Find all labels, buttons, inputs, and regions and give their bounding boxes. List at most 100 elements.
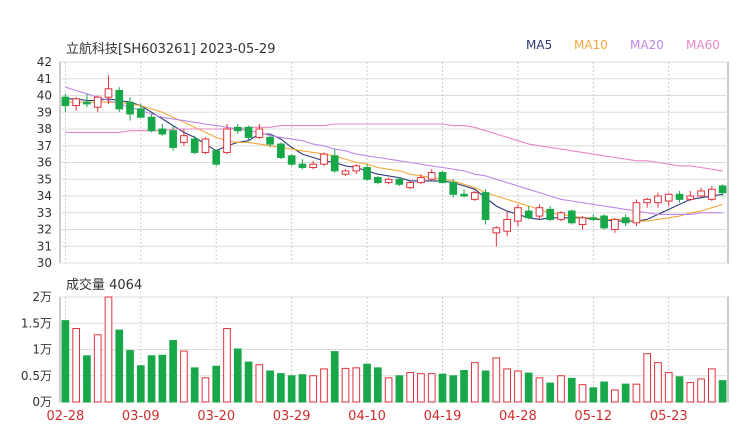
candle-body [255, 128, 264, 138]
candle-body [363, 167, 371, 180]
volume-bar [578, 384, 587, 403]
candle-body [126, 101, 134, 115]
date-tick-label: 02-28 [46, 409, 84, 424]
date-tick-label: 03-29 [273, 409, 311, 424]
candle-body [298, 163, 307, 169]
candle-body [481, 192, 490, 220]
date-tick-label: 04-19 [424, 409, 462, 424]
candle-body [309, 163, 318, 169]
volume-bar [707, 368, 716, 403]
date-axis: 02-28 03-09 03-20 03-29 04-10 04-19 04-28 05-12… [46, 409, 687, 424]
candle-body [449, 182, 458, 195]
price-grid [59, 61, 729, 402]
date-tick-label: 04-10 [348, 409, 386, 424]
legend-ma10-label: MA10 [574, 38, 608, 52]
candle-body [212, 150, 221, 165]
candle-body [632, 202, 641, 224]
volume-bar [93, 334, 102, 403]
ma-line-ma20 [65, 86, 723, 215]
volume-bar [395, 375, 404, 403]
candle-body [643, 198, 652, 204]
candle-body [460, 193, 468, 197]
volume-bar [147, 355, 156, 403]
candle-body [93, 96, 102, 108]
date-tick-label: 05-23 [650, 409, 688, 424]
legend-ma5-label: MA5 [526, 38, 553, 52]
volume-bar [212, 365, 221, 403]
date-tick-label: 04-28 [499, 409, 537, 424]
volume-bar [470, 362, 479, 403]
volume-bar [201, 377, 210, 403]
volume-tick-label: 1万 [32, 343, 52, 357]
date-tick-label: 05-12 [574, 409, 612, 424]
volume-bar [697, 378, 705, 403]
volume-tick-label: 1.5万 [21, 316, 52, 330]
candle-body [352, 165, 361, 172]
candle-body [492, 227, 501, 234]
volume-bar [514, 370, 522, 403]
candle-body [61, 96, 70, 107]
candle-body [190, 138, 199, 153]
price-tick-label: 40 [37, 89, 52, 103]
candle-body [664, 193, 673, 202]
candle-body [557, 212, 565, 220]
candle-body [535, 207, 544, 217]
volume-bar [718, 380, 727, 403]
chart-title: 立航科技[SH603261] 2023-05-29 [66, 42, 276, 57]
price-axis: 30 31 32 33 34 35 36 37 38 39 40 41 42 [37, 55, 52, 270]
candle-body [600, 215, 608, 229]
volume-bar [126, 350, 134, 403]
volume-bar [524, 372, 533, 403]
candle-body [621, 217, 630, 224]
price-tick-label: 35 [37, 172, 52, 186]
volume-bar [330, 351, 339, 403]
candle-body [438, 172, 447, 184]
volume-bar [589, 387, 598, 403]
volume-bar [277, 373, 285, 403]
candle-body [277, 143, 285, 158]
price-tick-label: 42 [37, 55, 52, 69]
volume-bar [180, 350, 188, 403]
candle-body [233, 126, 242, 132]
legend-ma20-label: MA20 [630, 38, 664, 52]
volume-bar [190, 367, 199, 403]
candle-body [201, 138, 210, 153]
volume-bar [352, 367, 361, 403]
price-tick-label: 32 [37, 223, 52, 237]
volume-bar [438, 373, 447, 403]
candle-body [686, 195, 695, 200]
volume-axis: 0万 0.5万 1万 1.5万 2万 [21, 290, 52, 409]
price-tick-label: 30 [37, 256, 52, 270]
candle-body [524, 210, 533, 219]
candle-body [546, 208, 555, 220]
price-tick-label: 37 [37, 139, 52, 153]
volume-bar [481, 370, 490, 403]
price-tick-label: 38 [37, 122, 52, 136]
candle-body [72, 98, 81, 107]
volume-bar [287, 375, 296, 403]
candle-body [567, 210, 576, 224]
volume-bar [492, 357, 501, 403]
volume-bar [233, 348, 242, 403]
legend-ma20: MA20 [630, 38, 664, 52]
candle-body [718, 185, 727, 194]
volume-bar [600, 381, 608, 403]
candle-body [330, 155, 339, 172]
candle-body [697, 190, 705, 197]
candle-body [470, 192, 479, 200]
volume-bar [363, 363, 371, 403]
candle-body [266, 136, 274, 145]
volume-bar [643, 353, 652, 403]
volume-bar [686, 382, 695, 403]
candle-body [373, 177, 382, 184]
volume-bars [61, 296, 727, 403]
candle-body [514, 207, 522, 222]
date-tick-label: 03-20 [197, 409, 235, 424]
price-tick-label: 34 [37, 189, 52, 203]
volume-bar [621, 383, 630, 403]
candle-body [417, 177, 425, 184]
volume-bar [309, 375, 318, 403]
volume-bar [115, 329, 124, 403]
moving-average-lines [65, 86, 723, 222]
